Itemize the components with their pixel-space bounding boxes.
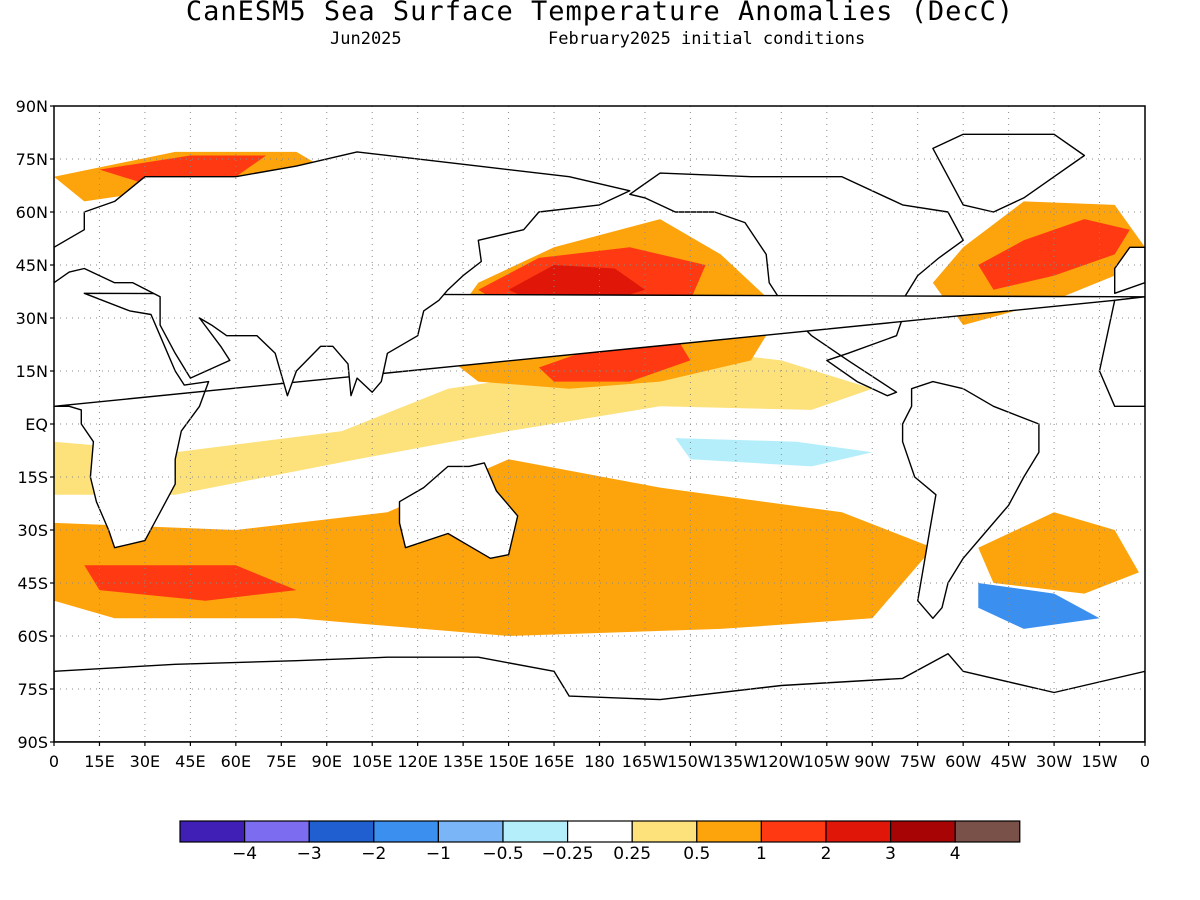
eurasia-landmass [54,151,631,397]
lon-tick-label: 0 [49,752,59,771]
australia-landmass [398,462,519,559]
lon-tick-label: 90W [854,752,890,771]
colorbar-label: −0.25 [542,844,594,864]
lat-tick-label: 90N [16,97,48,116]
colorbar-swatch [502,820,569,843]
colorbar-swatch [954,820,1021,843]
colorbar-swatch [889,820,956,843]
colorbar-swatch [179,820,246,843]
lon-tick-label: 135W [713,752,760,771]
colorbar-label: 0.5 [683,844,710,864]
colorbar-label: −2 [361,844,386,864]
colorbar-label: −4 [232,844,257,864]
forecast-month: Jun2025 [330,29,402,49]
lon-tick-label: 15E [84,752,114,771]
north-america-landmass [629,172,964,397]
africa-west-landmass [1098,296,1145,407]
europe-west-landmass [1113,246,1145,294]
colorbar-swatch [308,820,375,843]
anomaly-region [84,565,297,601]
lat-tick-label: EQ [25,415,48,434]
colorbar-label: −1 [426,844,451,864]
colorbar-label: 1 [756,844,767,864]
initial-conditions-label: February2025 initial conditions [548,29,866,49]
colorbar-swatch [825,820,892,843]
colorbar-label: 2 [821,844,832,864]
lon-tick-label: 165W [622,752,669,771]
lon-tick-label: 75E [266,752,296,771]
lon-tick-label: 75W [900,752,936,771]
colorbar-label: −0.5 [482,844,523,864]
colorbar-swatch [696,820,762,843]
colorbar: −4 −3 −2 −1 −0.5 −0.25 0.25 0.5 1 2 3 4 [179,820,1021,864]
lat-tick-label: 60N [16,203,48,222]
colorbar-label: 3 [885,844,896,864]
lat-tick-label: 90S [17,733,48,752]
lon-tick-label: 45W [991,752,1027,771]
lon-tick-label: 105E [352,752,393,771]
anomaly-region [978,219,1130,290]
lon-tick-label: 30E [130,752,160,771]
anomaly-region [978,583,1100,629]
greenland-landmass [932,133,1086,213]
anomaly-region [675,438,873,467]
lon-tick-label: 60E [221,752,251,771]
colorbar-swatch [244,820,310,843]
anomaly-region [978,512,1139,594]
colorbar-swatch [437,820,504,843]
lat-tick-label: 75N [16,150,48,169]
lat-tick-label: 75S [17,680,48,699]
lon-tick-label: 60W [945,752,981,771]
colorbar-swatch [373,820,439,843]
colorbar-label: 0.25 [613,844,651,864]
antarctica-landmass [54,653,1145,742]
colorbar-label: −3 [297,844,322,864]
colorbar-label: 4 [950,844,961,864]
lon-tick-label: 120W [758,752,805,771]
colorbar-swatch [566,820,633,843]
lon-tick-label: 135E [443,752,484,771]
colorbar-swatch [760,820,827,843]
lat-tick-label: 45N [16,256,48,275]
lon-tick-label: 105W [804,752,851,771]
south-america-landmass [901,380,1040,619]
lon-tick-label: 180 [584,752,615,771]
lon-tick-label: 150W [667,752,714,771]
lat-tick-label: 30N [16,309,48,328]
lon-tick-label: 165E [534,752,575,771]
lon-tick-label: 90E [312,752,342,771]
lon-tick-label: 0 [1140,752,1150,771]
map-title: CanESM5 Sea Surface Temperature Anomalie… [185,0,1015,27]
lat-tick-label: 45S [17,574,48,593]
anomaly-region [54,346,873,495]
lat-tick-label: 15N [16,362,48,381]
colorbar-swatch [631,820,698,843]
lat-tick-label: 15S [17,468,48,487]
lon-tick-label: 15W [1081,752,1117,771]
lon-tick-label: 150E [488,752,529,771]
lon-tick-label: 30W [1036,752,1072,771]
africa-landmass [54,292,1145,549]
lat-tick-label: 60S [17,627,48,646]
lat-tick-label: 30S [17,521,48,540]
lon-tick-label: 120E [397,752,438,771]
lon-tick-label: 45E [175,752,205,771]
